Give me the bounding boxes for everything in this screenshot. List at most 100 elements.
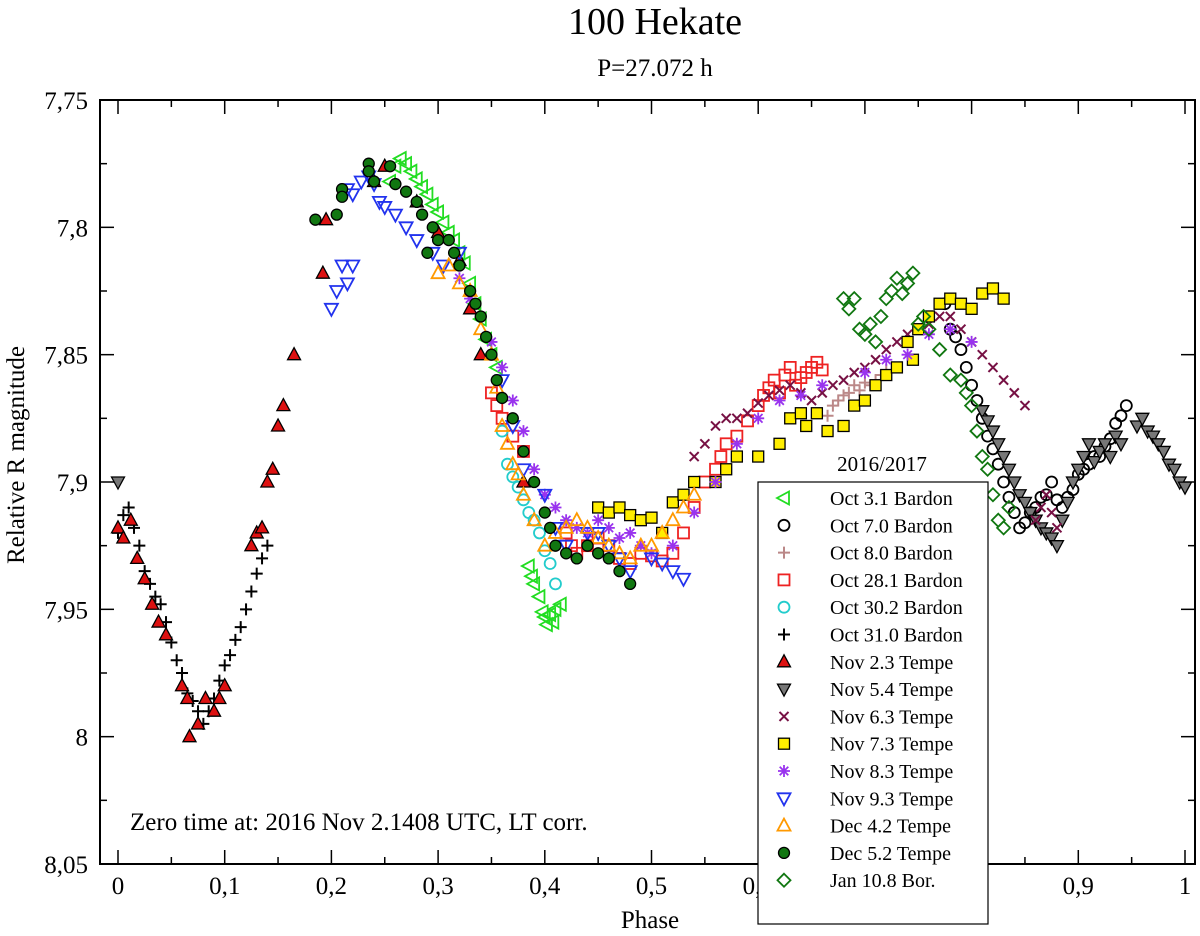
data-point bbox=[240, 603, 253, 616]
data-point bbox=[785, 380, 796, 391]
data-point bbox=[549, 577, 562, 591]
data-point bbox=[579, 518, 596, 534]
data-point bbox=[1018, 516, 1032, 530]
data-point bbox=[330, 208, 343, 221]
data-point bbox=[496, 361, 509, 374]
series-13 bbox=[309, 157, 637, 591]
data-point bbox=[376, 201, 393, 216]
data-point bbox=[901, 348, 914, 361]
data-point bbox=[528, 463, 541, 476]
data-point bbox=[1134, 412, 1150, 427]
data-point bbox=[688, 451, 700, 462]
data-point bbox=[551, 596, 567, 613]
data-point bbox=[645, 511, 658, 524]
data-point bbox=[675, 498, 692, 514]
data-point bbox=[197, 690, 214, 705]
data-point bbox=[533, 526, 546, 540]
data-point bbox=[1150, 438, 1166, 453]
data-point bbox=[624, 508, 637, 522]
data-point bbox=[389, 177, 402, 191]
data-point bbox=[1009, 387, 1020, 399]
data-point bbox=[1012, 489, 1028, 504]
data-point bbox=[1054, 514, 1070, 529]
data-point bbox=[149, 590, 162, 603]
y-tick-label: 8,05 bbox=[44, 852, 88, 879]
data-point bbox=[1108, 430, 1124, 445]
data-points bbox=[110, 150, 1193, 743]
data-point bbox=[816, 379, 829, 392]
data-point bbox=[1035, 502, 1047, 513]
data-point bbox=[538, 506, 551, 519]
data-point bbox=[1097, 438, 1113, 453]
data-point bbox=[915, 308, 932, 325]
data-point bbox=[835, 290, 852, 307]
data-point bbox=[837, 389, 850, 402]
data-point bbox=[488, 378, 505, 394]
data-point bbox=[773, 437, 786, 450]
data-point bbox=[558, 539, 575, 555]
data-point bbox=[224, 649, 237, 662]
data-point bbox=[250, 567, 263, 580]
data-point bbox=[473, 346, 489, 361]
series-14 bbox=[835, 265, 1017, 536]
y-tick-label: 7,85 bbox=[44, 343, 88, 370]
data-point bbox=[397, 155, 412, 172]
data-point bbox=[654, 557, 671, 573]
data-point bbox=[912, 323, 925, 336]
data-point bbox=[899, 275, 916, 292]
legend-label: Oct 31.0 Bardon bbox=[830, 625, 963, 647]
data-point bbox=[976, 287, 989, 300]
data-point bbox=[1049, 540, 1065, 555]
data-point bbox=[245, 585, 258, 598]
data-point bbox=[415, 208, 429, 221]
data-point bbox=[546, 601, 562, 618]
data-point bbox=[1114, 409, 1128, 423]
data-point bbox=[944, 292, 957, 305]
legend-label: Dec 4.2 Tempe bbox=[830, 816, 951, 838]
data-point bbox=[880, 353, 893, 366]
data-point bbox=[261, 539, 274, 552]
y-axis-label: Relative R magnitude bbox=[3, 346, 30, 564]
data-point bbox=[154, 598, 167, 611]
data-point bbox=[383, 160, 397, 173]
data-point bbox=[442, 233, 455, 247]
data-point bbox=[613, 532, 626, 545]
data-point bbox=[479, 330, 493, 343]
data-point bbox=[654, 524, 671, 539]
data-point bbox=[986, 282, 1000, 295]
data-point bbox=[1119, 399, 1133, 413]
data-point bbox=[398, 221, 415, 237]
data-point bbox=[413, 178, 428, 195]
data-point bbox=[1109, 417, 1123, 430]
data-point bbox=[901, 335, 914, 349]
data-point bbox=[675, 572, 692, 588]
data-point bbox=[810, 407, 824, 420]
data-point bbox=[1060, 496, 1076, 511]
data-point bbox=[423, 196, 439, 213]
data-point bbox=[977, 349, 988, 360]
data-point bbox=[499, 434, 516, 450]
data-point bbox=[602, 506, 615, 519]
data-point bbox=[720, 463, 733, 476]
data-point bbox=[949, 330, 962, 344]
data-point bbox=[523, 568, 538, 585]
data-point bbox=[367, 175, 381, 188]
data-point bbox=[158, 626, 174, 641]
data-point bbox=[176, 667, 189, 679]
data-point bbox=[318, 211, 334, 226]
data-point bbox=[974, 405, 990, 420]
data-point bbox=[430, 264, 447, 280]
data-point bbox=[530, 588, 546, 605]
data-point bbox=[1086, 455, 1102, 470]
data-point bbox=[150, 613, 167, 628]
data-point bbox=[1022, 506, 1038, 521]
data-point bbox=[600, 539, 617, 555]
data-point bbox=[558, 518, 575, 534]
data-point bbox=[254, 519, 270, 534]
data-point bbox=[996, 450, 1012, 465]
data-point bbox=[842, 386, 855, 399]
data-point bbox=[837, 419, 850, 433]
data-point bbox=[841, 301, 857, 317]
legend-marker bbox=[778, 765, 790, 777]
legend-label: Oct 30.2 Bardon bbox=[830, 597, 963, 619]
